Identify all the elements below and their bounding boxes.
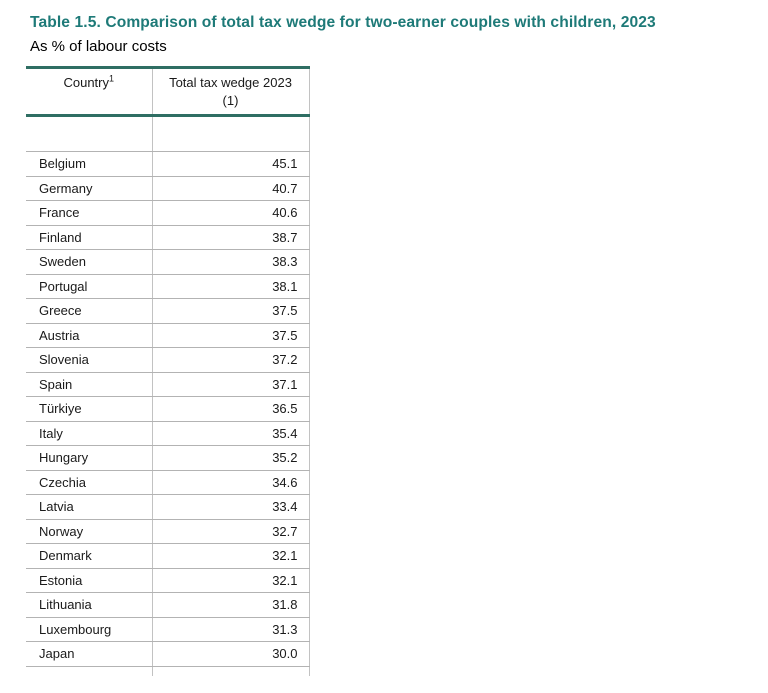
table-row: Norway 32.7 bbox=[26, 519, 310, 544]
table-body: Belgium 45.1 Germany 40.7 France 40.6 Finland 3… bbox=[26, 151, 310, 667]
table-row: Belgium 45.1 bbox=[26, 151, 310, 177]
country-cell: Türkiye bbox=[26, 396, 153, 422]
table-row: Slovenia 37.2 bbox=[26, 347, 310, 373]
table-row: Austria 37.5 bbox=[26, 323, 310, 348]
table-row: Greece 37.5 bbox=[26, 298, 310, 324]
tax-wedge-value-cell: 32.1 bbox=[152, 568, 310, 593]
tax-wedge-value-cell: 45.1 bbox=[152, 151, 310, 177]
table-row: Portugal 38.1 bbox=[26, 274, 310, 299]
tax-wedge-value-cell: 37.2 bbox=[152, 347, 310, 373]
value-header-label: Total tax wedge 2023 bbox=[169, 75, 292, 90]
table-row: Germany 40.7 bbox=[26, 176, 310, 201]
country-cell: Latvia bbox=[26, 494, 153, 520]
table-row: Japan 30.0 bbox=[26, 641, 310, 667]
tax-wedge-table: Country1 Total tax wedge 2023 (1) Belgium… bbox=[26, 66, 310, 676]
tax-wedge-value-cell: 31.3 bbox=[152, 617, 310, 642]
table-row: Italy 35.4 bbox=[26, 421, 310, 446]
country-cell: Germany bbox=[26, 176, 153, 201]
tax-wedge-value-cell: 32.1 bbox=[152, 543, 310, 569]
tax-wedge-value-cell: 37.5 bbox=[152, 323, 310, 348]
tax-wedge-value-cell: 37.1 bbox=[152, 372, 310, 397]
spacer-cell bbox=[26, 115, 153, 152]
tax-wedge-value-cell: 35.4 bbox=[152, 421, 310, 446]
country-cell: Hungary bbox=[26, 445, 153, 471]
table-partial-row bbox=[26, 666, 310, 676]
country-header-label: Country bbox=[63, 75, 109, 90]
table-row: Finland 38.7 bbox=[26, 225, 310, 250]
table-row: France 40.6 bbox=[26, 200, 310, 226]
table-row: Latvia 33.4 bbox=[26, 494, 310, 520]
table-row: Hungary 35.2 bbox=[26, 445, 310, 471]
country-cell: Spain bbox=[26, 372, 153, 397]
country-header-footnote-marker: 1 bbox=[109, 73, 115, 84]
country-cell: Lithuania bbox=[26, 592, 153, 618]
partial-cell bbox=[152, 666, 310, 676]
country-cell: Denmark bbox=[26, 543, 153, 569]
value-column-header: Total tax wedge 2023 (1) bbox=[152, 66, 310, 117]
country-cell: Estonia bbox=[26, 568, 153, 593]
country-cell: Sweden bbox=[26, 249, 153, 275]
spacer-cell bbox=[152, 115, 310, 152]
partial-cell bbox=[26, 666, 153, 676]
table-row: Czechia 34.6 bbox=[26, 470, 310, 495]
tax-wedge-value-cell: 31.8 bbox=[152, 592, 310, 618]
country-cell: Finland bbox=[26, 225, 153, 250]
country-cell: Japan bbox=[26, 641, 153, 667]
country-cell: Greece bbox=[26, 298, 153, 324]
table-spacer-row bbox=[26, 115, 310, 152]
tax-wedge-value-cell: 32.7 bbox=[152, 519, 310, 544]
table-header-row: Country1 Total tax wedge 2023 (1) bbox=[26, 66, 310, 117]
tax-wedge-value-cell: 33.4 bbox=[152, 494, 310, 520]
country-column-header: Country1 bbox=[26, 66, 153, 117]
tax-wedge-value-cell: 34.6 bbox=[152, 470, 310, 495]
country-cell: Norway bbox=[26, 519, 153, 544]
document-page: Table 1.5. Comparison of total tax wedge… bbox=[26, 14, 656, 676]
table-row: Estonia 32.1 bbox=[26, 568, 310, 593]
tax-wedge-value-cell: 38.7 bbox=[152, 225, 310, 250]
country-cell: Austria bbox=[26, 323, 153, 348]
table-title: Table 1.5. Comparison of total tax wedge… bbox=[30, 14, 656, 31]
table-row: Sweden 38.3 bbox=[26, 249, 310, 275]
country-cell: Luxembourg bbox=[26, 617, 153, 642]
country-cell: Czechia bbox=[26, 470, 153, 495]
country-cell: Slovenia bbox=[26, 347, 153, 373]
tax-wedge-value-cell: 37.5 bbox=[152, 298, 310, 324]
tax-wedge-value-cell: 40.7 bbox=[152, 176, 310, 201]
tax-wedge-value-cell: 40.6 bbox=[152, 200, 310, 226]
table-subtitle: As % of labour costs bbox=[30, 38, 167, 55]
table-row: Spain 37.1 bbox=[26, 372, 310, 397]
tax-wedge-value-cell: 35.2 bbox=[152, 445, 310, 471]
tax-wedge-value-cell: 30.0 bbox=[152, 641, 310, 667]
value-header-subscript: (1) bbox=[222, 93, 239, 108]
table-row: Luxembourg 31.3 bbox=[26, 617, 310, 642]
country-cell: Italy bbox=[26, 421, 153, 446]
country-cell: Portugal bbox=[26, 274, 153, 299]
tax-wedge-value-cell: 38.3 bbox=[152, 249, 310, 275]
tax-wedge-value-cell: 36.5 bbox=[152, 396, 310, 422]
table-row: Lithuania 31.8 bbox=[26, 592, 310, 618]
country-cell: Belgium bbox=[26, 151, 153, 177]
table-row: Türkiye 36.5 bbox=[26, 396, 310, 422]
table-row: Denmark 32.1 bbox=[26, 543, 310, 569]
tax-wedge-value-cell: 38.1 bbox=[152, 274, 310, 299]
country-cell: France bbox=[26, 200, 153, 226]
